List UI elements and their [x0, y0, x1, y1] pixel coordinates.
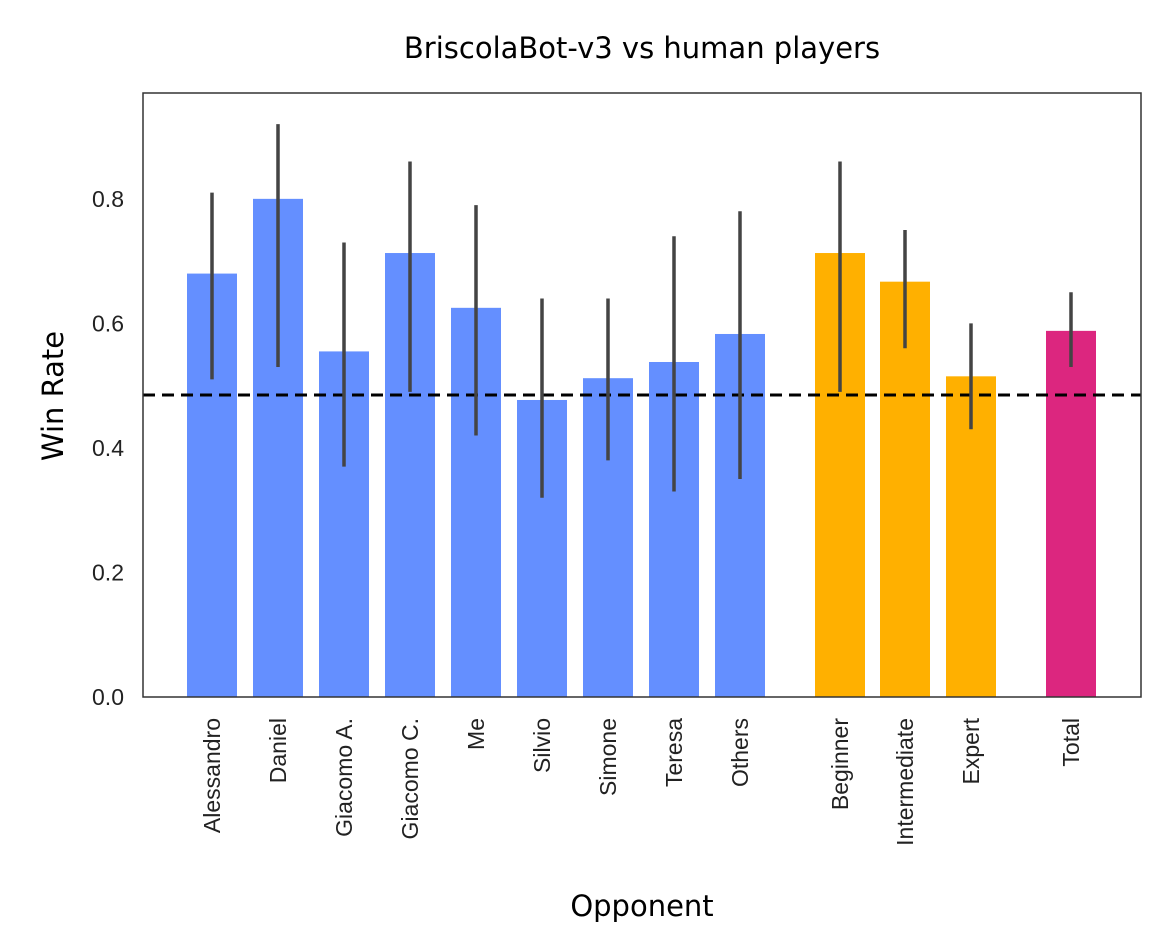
- chart-title: BriscolaBot-v3 vs human players: [404, 31, 880, 65]
- bar-intermediate: [880, 281, 930, 697]
- x-tick-label: Others: [727, 718, 753, 787]
- x-tick-label: Giacomo C.: [397, 718, 423, 839]
- y-tick-label: 0.4: [92, 435, 124, 461]
- x-tick-label: Beginner: [827, 718, 853, 810]
- y-tick-label: 0.8: [92, 186, 124, 212]
- x-axis-label: Opponent: [570, 889, 713, 923]
- x-tick-label: Teresa: [661, 718, 687, 787]
- plot-area: 0.0 0.2 0.4 0.6 0.8 Alessandro Daniel Giacomo A…: [92, 92, 1142, 846]
- x-tick-label: Total: [1058, 718, 1084, 767]
- y-tick-label: 0.6: [92, 310, 124, 336]
- x-tick-label: Daniel: [265, 718, 291, 783]
- x-tick-label: Silvio: [529, 718, 555, 773]
- y-axis-label: Win Rate: [36, 331, 70, 461]
- y-tick-label: 0.0: [92, 684, 124, 710]
- x-tick-label: Giacomo A.: [331, 718, 357, 837]
- x-tick-label: Me: [463, 718, 489, 750]
- y-tick-label: 0.2: [92, 559, 124, 585]
- x-tick-label: Simone: [595, 718, 621, 796]
- x-tick-label: Expert: [958, 717, 984, 784]
- bar-total: [1046, 330, 1096, 697]
- x-tick-label: Alessandro: [199, 718, 225, 833]
- bar-expert: [946, 376, 996, 697]
- plot-frame: [142, 92, 1142, 698]
- x-tick-label: Intermediate: [892, 718, 918, 846]
